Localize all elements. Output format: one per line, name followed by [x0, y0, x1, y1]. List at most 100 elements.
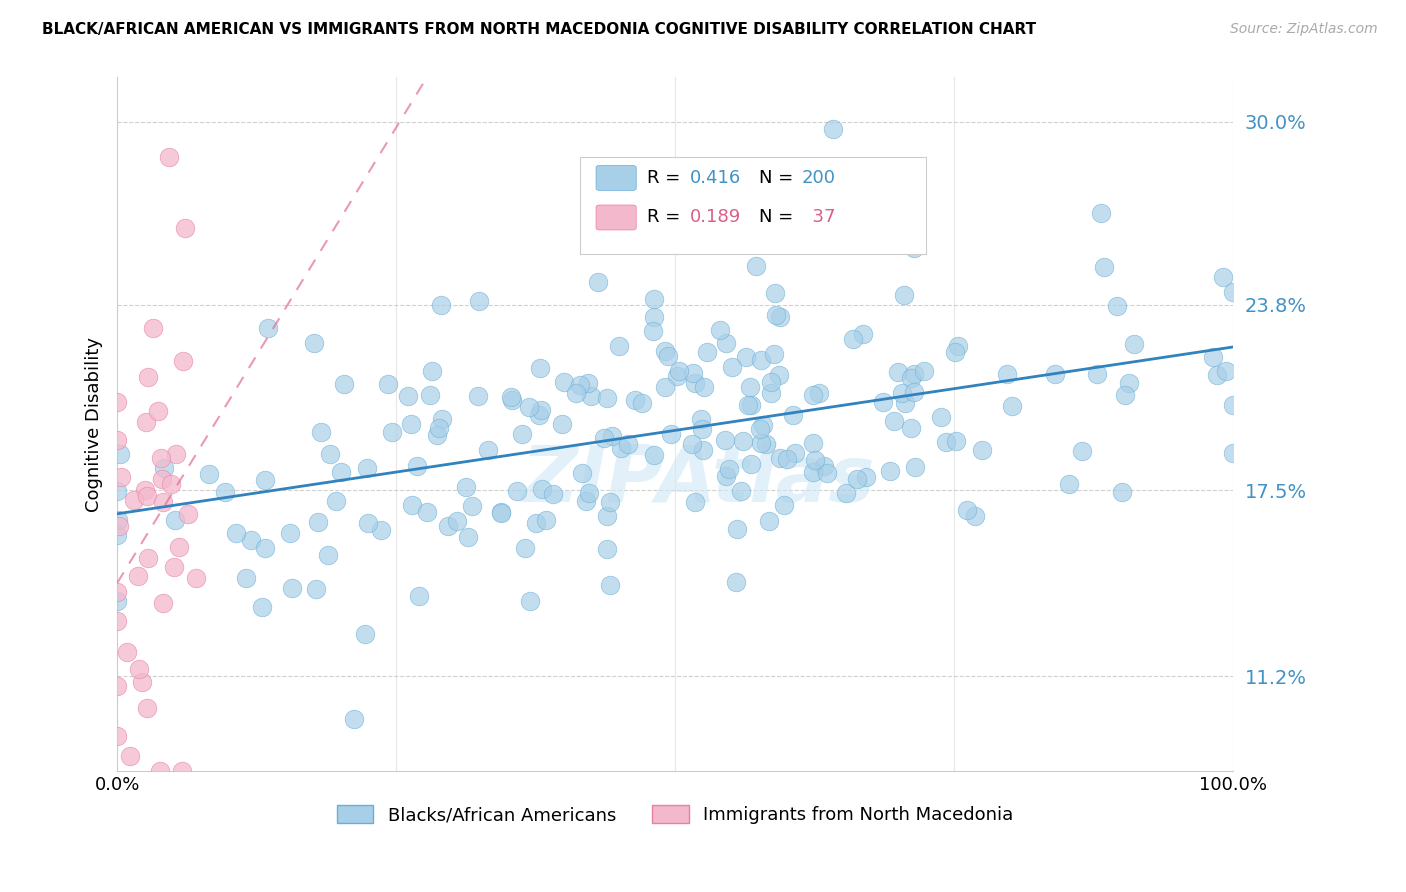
Text: 200: 200	[801, 169, 835, 187]
Point	[749, 422, 772, 436]
Point	[769, 310, 792, 324]
Point	[357, 516, 380, 530]
Point	[842, 332, 865, 346]
Point	[225, 525, 247, 540]
Text: BLACK/AFRICAN AMERICAN VS IMMIGRANTS FROM NORTH MACEDONIA COGNITIVE DISABILITY C: BLACK/AFRICAN AMERICAN VS IMMIGRANTS FRO…	[42, 22, 1036, 37]
Point	[163, 559, 186, 574]
Point	[565, 386, 588, 401]
Point	[879, 465, 901, 479]
Point	[714, 433, 737, 447]
Point	[457, 530, 479, 544]
Point	[105, 594, 128, 608]
Point	[740, 398, 762, 412]
Point	[912, 364, 935, 378]
Point	[398, 389, 420, 403]
Point	[683, 376, 706, 391]
Point	[579, 389, 602, 403]
Point	[120, 748, 142, 763]
Point	[588, 275, 610, 289]
Point	[553, 375, 575, 389]
Point	[446, 514, 468, 528]
Point	[783, 446, 806, 460]
Point	[1000, 399, 1022, 413]
Point	[239, 533, 262, 547]
Point	[845, 472, 868, 486]
Point	[136, 370, 159, 384]
Point	[610, 441, 633, 455]
Point	[1043, 367, 1066, 381]
Point	[513, 541, 536, 555]
Point	[177, 507, 200, 521]
Point	[468, 294, 491, 309]
Point	[740, 457, 762, 471]
Point	[105, 527, 128, 541]
Point	[815, 467, 838, 481]
Point	[456, 480, 478, 494]
Point	[578, 485, 600, 500]
Point	[682, 366, 704, 380]
Text: 0.416: 0.416	[690, 169, 741, 187]
Point	[136, 551, 159, 566]
Point	[776, 452, 799, 467]
Point	[943, 345, 966, 359]
Point	[769, 450, 792, 465]
Point	[821, 122, 844, 136]
Point	[420, 364, 443, 378]
Point	[427, 421, 450, 435]
Point	[257, 321, 280, 335]
Point	[135, 489, 157, 503]
Point	[401, 417, 423, 431]
Point	[903, 385, 925, 400]
Point	[1215, 364, 1237, 378]
Point	[737, 398, 759, 412]
Point	[460, 499, 482, 513]
Point	[1107, 299, 1129, 313]
Point	[115, 645, 138, 659]
Point	[903, 368, 925, 382]
Point	[904, 459, 927, 474]
Point	[668, 364, 690, 378]
Point	[893, 288, 915, 302]
Text: N =: N =	[759, 209, 799, 227]
Point	[1085, 367, 1108, 381]
Point	[995, 367, 1018, 381]
Point	[302, 335, 325, 350]
Point	[576, 376, 599, 390]
Point	[690, 422, 713, 436]
Point	[142, 321, 165, 335]
Point	[174, 221, 197, 235]
Point	[872, 394, 894, 409]
Point	[782, 408, 804, 422]
Point	[426, 428, 449, 442]
Point	[167, 541, 190, 555]
Point	[1111, 485, 1133, 500]
Point	[759, 375, 782, 389]
Point	[900, 371, 922, 385]
Point	[214, 484, 236, 499]
Point	[599, 578, 621, 592]
Point	[681, 437, 703, 451]
Point	[184, 571, 207, 585]
Point	[813, 459, 835, 474]
Point	[763, 346, 786, 360]
Point	[467, 389, 489, 403]
Point	[894, 396, 917, 410]
Point	[281, 582, 304, 596]
Point	[744, 259, 766, 273]
Point	[530, 482, 553, 496]
Point	[510, 427, 533, 442]
Text: R =: R =	[647, 169, 686, 187]
Point	[166, 447, 188, 461]
Point	[157, 151, 180, 165]
Point	[596, 508, 619, 523]
Point	[105, 614, 128, 628]
Point	[419, 388, 441, 402]
FancyBboxPatch shape	[581, 157, 927, 254]
Point	[624, 392, 647, 407]
Point	[730, 484, 752, 499]
Point	[499, 390, 522, 404]
Point	[948, 338, 970, 352]
Point	[1212, 269, 1234, 284]
Point	[254, 473, 277, 487]
Point	[574, 494, 596, 508]
